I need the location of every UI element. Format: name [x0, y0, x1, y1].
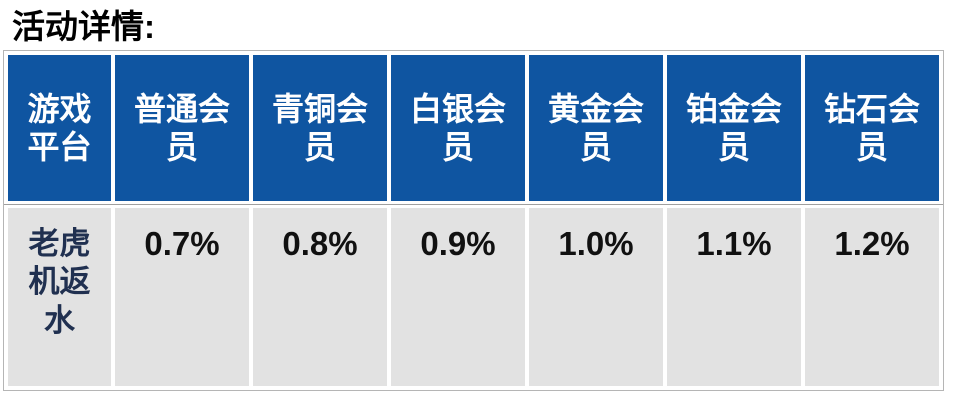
cell-slot-rebate-bronze: 0.8% [253, 208, 387, 386]
cell-slot-rebate-diamond: 1.2% [805, 208, 939, 386]
header-cell-platinum-member: 铂金会员 [667, 55, 801, 201]
header-body-divider [4, 204, 943, 205]
header-cell-diamond-member: 钻石会员 [805, 55, 939, 201]
table-data-row: 老虎机返水 0.7% 0.8% 0.9% 1.0% 1.1% 1.2% [8, 208, 939, 386]
header-cell-gold-member: 黄金会员 [529, 55, 663, 201]
header-cell-bronze-member: 青铜会员 [253, 55, 387, 201]
cell-slot-rebate-silver: 0.9% [391, 208, 525, 386]
header-cell-game-platform: 游戏平台 [8, 55, 111, 201]
activity-details-table: 游戏平台 普通会员 青铜会员 白银会员 黄金会员 铂金会员 钻石会员 老虎机返水… [3, 50, 944, 391]
header-cell-normal-member: 普通会员 [115, 55, 249, 201]
cell-slot-rebate-gold: 1.0% [529, 208, 663, 386]
page-title: 活动详情: [12, 8, 155, 45]
cell-slot-rebate-platinum: 1.1% [667, 208, 801, 386]
row-header-slot-rebate: 老虎机返水 [8, 208, 111, 386]
cell-slot-rebate-normal: 0.7% [115, 208, 249, 386]
table-header-row: 游戏平台 普通会员 青铜会员 白银会员 黄金会员 铂金会员 钻石会员 [8, 55, 939, 201]
header-cell-silver-member: 白银会员 [391, 55, 525, 201]
